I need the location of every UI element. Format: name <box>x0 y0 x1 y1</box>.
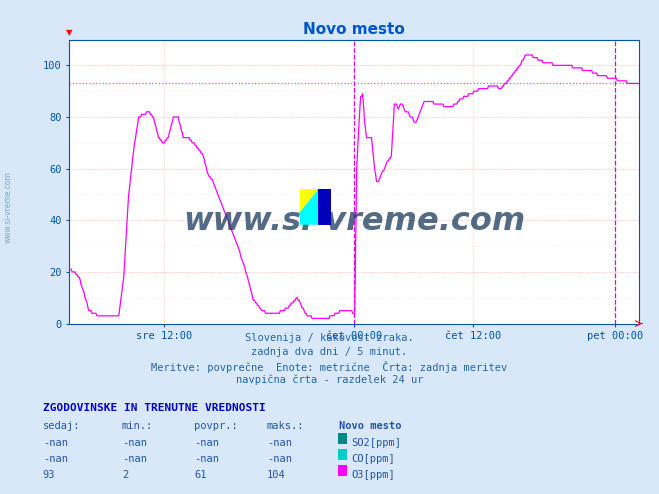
Text: CO[ppm]: CO[ppm] <box>351 454 395 464</box>
Text: Meritve: povprečne  Enote: metrične  Črta: zadnja meritev: Meritve: povprečne Enote: metrične Črta:… <box>152 361 507 373</box>
Text: -nan: -nan <box>267 454 292 464</box>
Polygon shape <box>300 189 318 225</box>
Text: sedaj:: sedaj: <box>43 421 80 431</box>
Text: -nan: -nan <box>194 438 219 448</box>
Text: -nan: -nan <box>43 454 68 464</box>
Text: povpr.:: povpr.: <box>194 421 238 431</box>
Text: www.si-vreme.com: www.si-vreme.com <box>183 206 525 237</box>
Title: Novo mesto: Novo mesto <box>303 22 405 37</box>
Text: 2: 2 <box>122 470 128 480</box>
Text: ZGODOVINSKE IN TRENUTNE VREDNOSTI: ZGODOVINSKE IN TRENUTNE VREDNOSTI <box>43 403 266 412</box>
Text: navpična črta - razdelek 24 ur: navpična črta - razdelek 24 ur <box>236 375 423 385</box>
Text: maks.:: maks.: <box>267 421 304 431</box>
Text: 104: 104 <box>267 470 285 480</box>
Text: -nan: -nan <box>267 438 292 448</box>
Text: O3[ppm]: O3[ppm] <box>351 470 395 480</box>
Text: ▼: ▼ <box>66 28 72 37</box>
Text: -nan: -nan <box>122 438 147 448</box>
Text: Novo mesto: Novo mesto <box>339 421 402 431</box>
Text: zadnja dva dni / 5 minut.: zadnja dva dni / 5 minut. <box>251 347 408 357</box>
Text: -nan: -nan <box>122 454 147 464</box>
Polygon shape <box>318 189 331 225</box>
Text: 93: 93 <box>43 470 55 480</box>
Text: -nan: -nan <box>43 438 68 448</box>
Text: www.si-vreme.com: www.si-vreme.com <box>3 171 13 244</box>
Text: min.:: min.: <box>122 421 153 431</box>
Text: -nan: -nan <box>194 454 219 464</box>
Text: Slovenija / kakovost zraka.: Slovenija / kakovost zraka. <box>245 333 414 343</box>
Polygon shape <box>300 189 318 212</box>
Text: 61: 61 <box>194 470 207 480</box>
Text: SO2[ppm]: SO2[ppm] <box>351 438 401 448</box>
